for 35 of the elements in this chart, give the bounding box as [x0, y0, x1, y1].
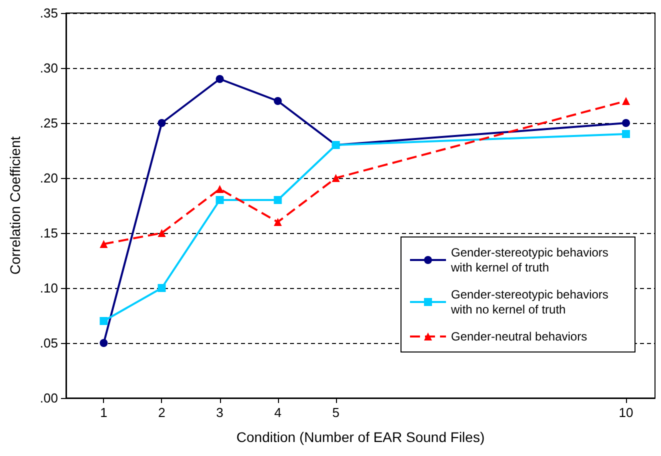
legend-label: Gender-stereotypic behaviors with no kernel of truth [450, 288, 612, 316]
point [216, 196, 224, 204]
y-tick-label: .10 [40, 280, 58, 296]
x-tick-label: 2 [158, 405, 166, 420]
y-tick-label: .35 [40, 6, 58, 20]
y-tick-label: .25 [40, 116, 58, 130]
y-tick-label: .15 [40, 226, 58, 240]
point [274, 97, 282, 105]
point [332, 174, 340, 182]
point [158, 229, 166, 237]
y-tick-label: .20 [40, 170, 58, 186]
point [216, 185, 224, 193]
x-tick-label: 10 [618, 405, 634, 420]
x-tick-label: 4 [274, 405, 282, 420]
x-tick-label: 5 [332, 405, 340, 420]
point [100, 339, 108, 347]
point [274, 196, 282, 204]
legend-label: Gender-neutral behaviors [451, 330, 588, 344]
point [274, 218, 282, 226]
point [100, 240, 108, 248]
point [100, 317, 108, 325]
point [622, 97, 630, 105]
point [158, 119, 166, 127]
y-tick-label: .00 [40, 390, 58, 406]
x-axis-title: Condition (Number of EAR Sound Files) [236, 429, 485, 445]
point [622, 119, 630, 127]
legend-label: Gender-stereotypic behaviors with kernel of truth [450, 246, 612, 274]
y-tick-label: .30 [40, 60, 58, 76]
x-tick-label: 1 [100, 405, 108, 420]
y-axis-title: Correlation Coefficient [7, 136, 23, 275]
y-tick-label: .05 [40, 336, 58, 350]
point [216, 75, 224, 83]
point [622, 130, 630, 138]
point [158, 284, 166, 292]
x-tick-label: 3 [216, 405, 224, 420]
